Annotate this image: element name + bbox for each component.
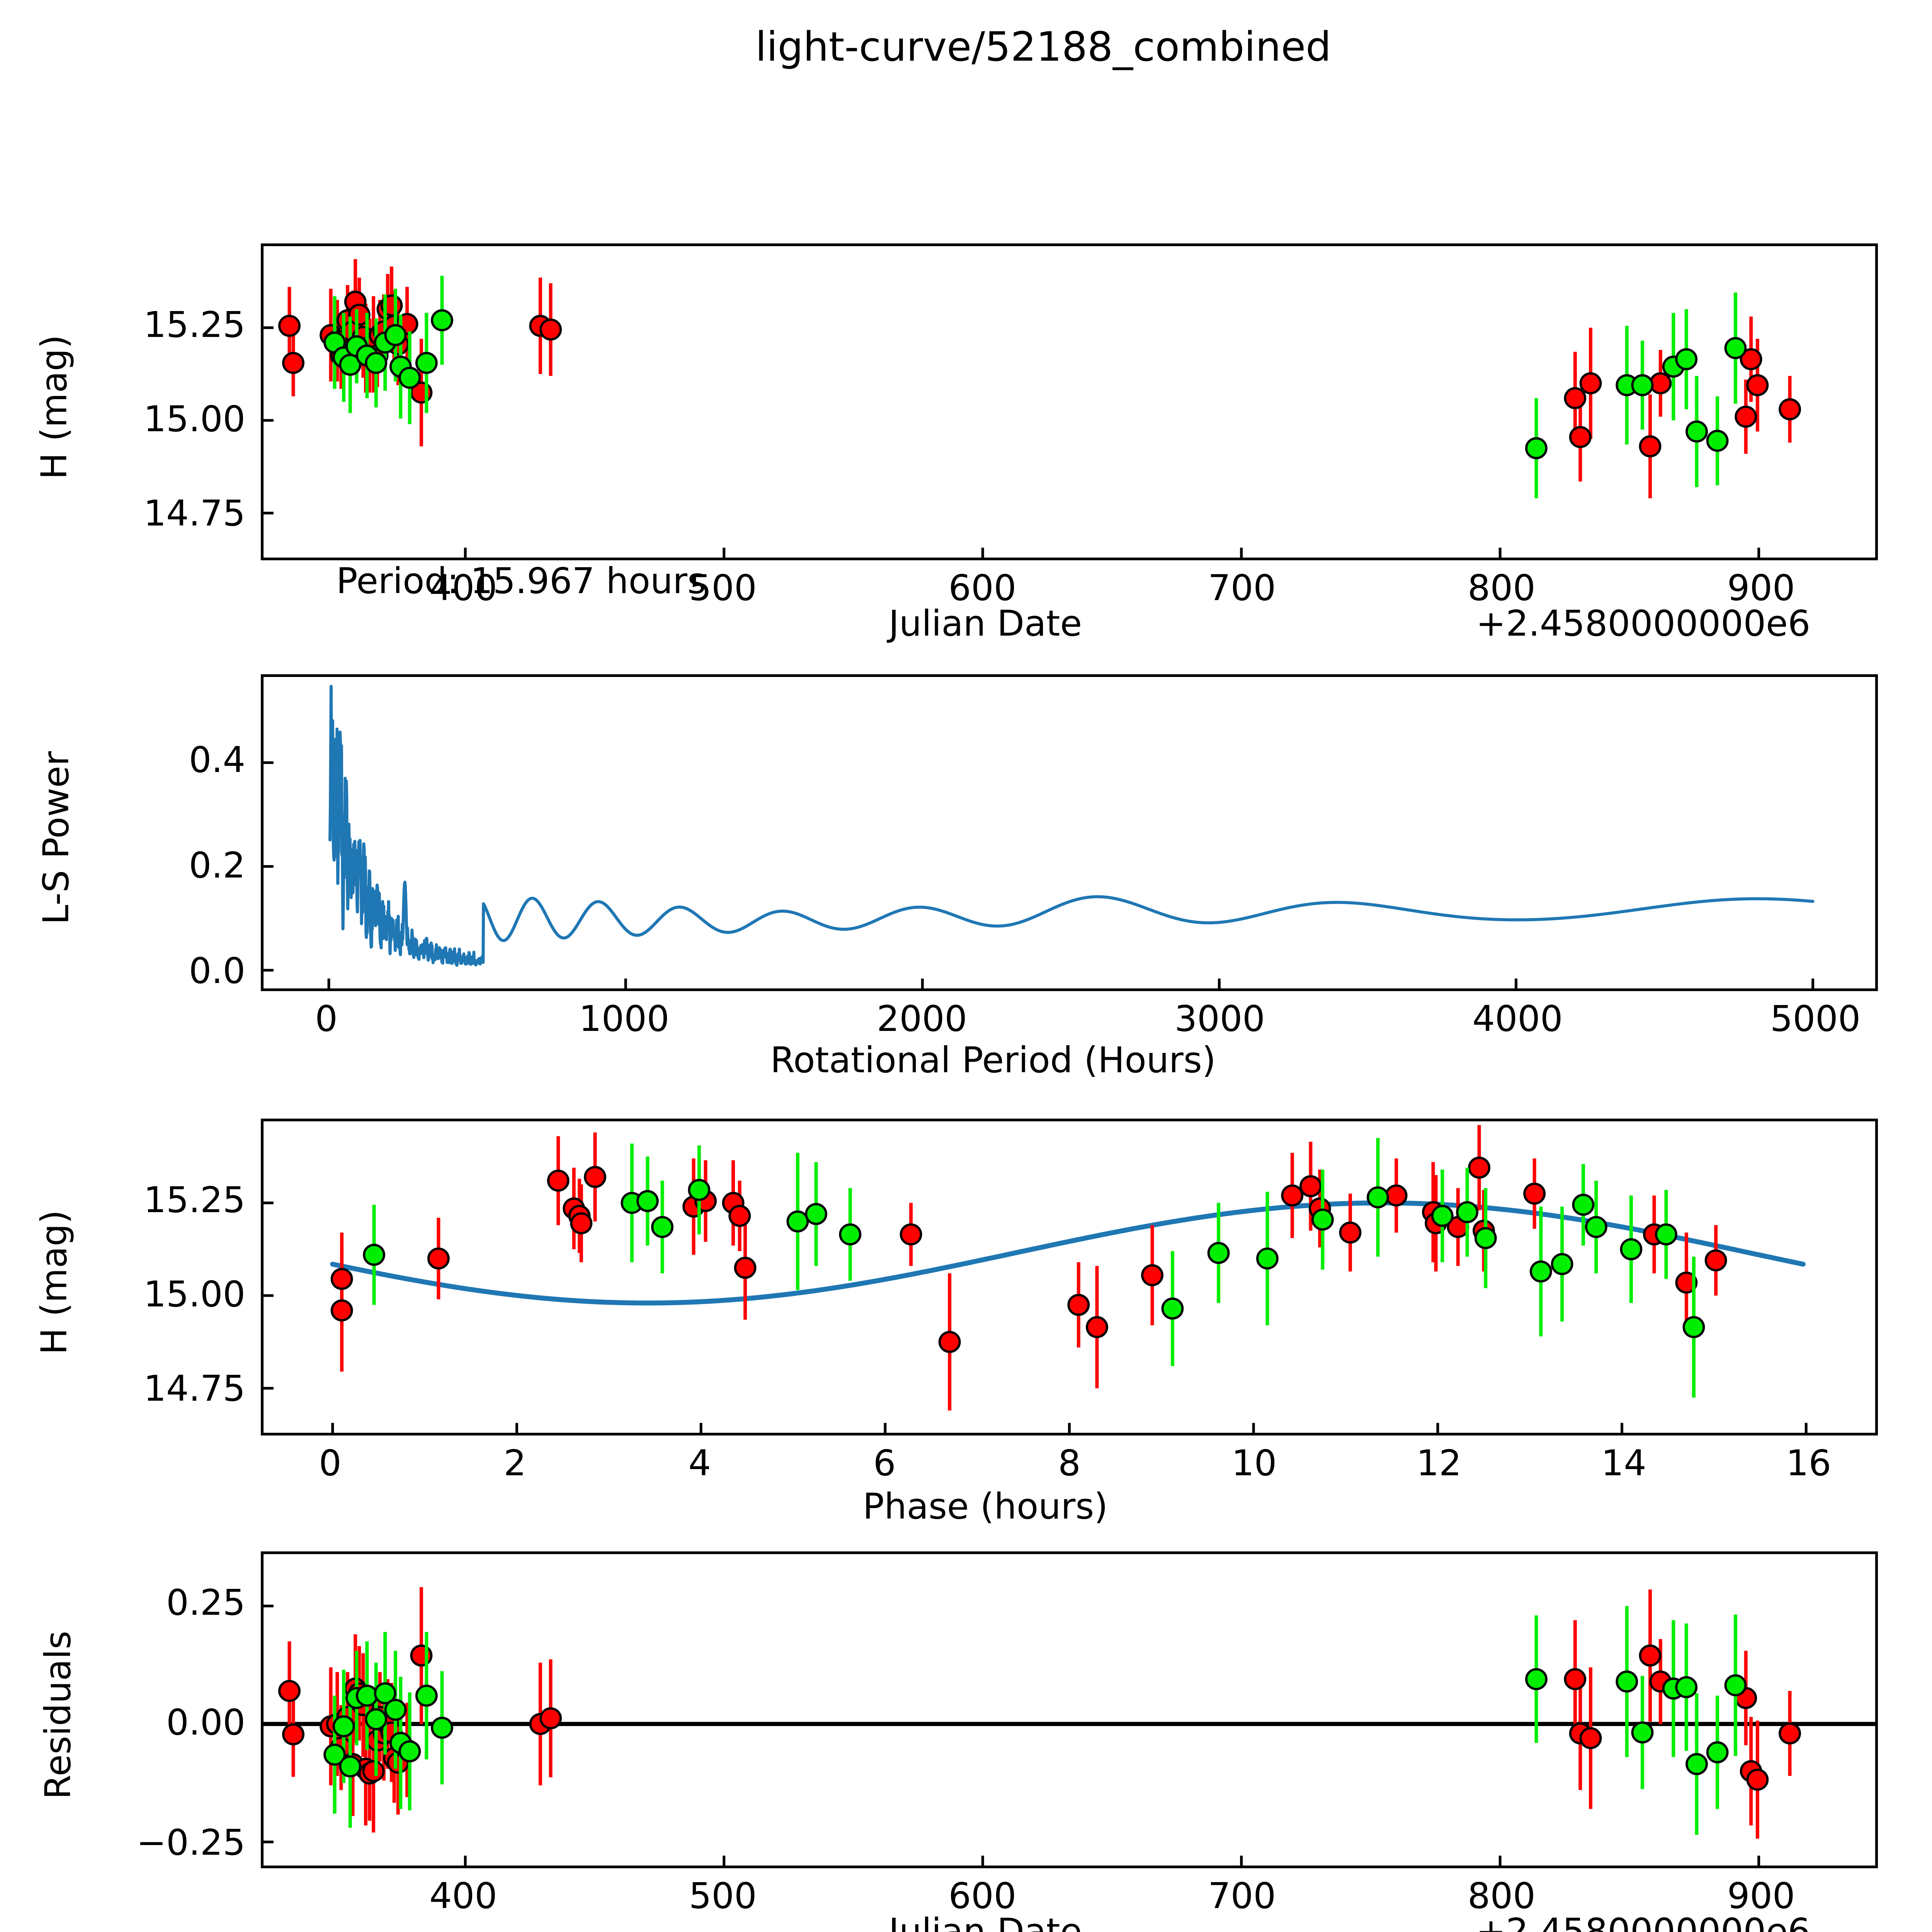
lightcurve-ytick-14.75: 14.75 bbox=[143, 492, 245, 534]
phasefold-xtick-10: 10 bbox=[1231, 1442, 1277, 1484]
phasefold-xtick-12: 12 bbox=[1416, 1442, 1462, 1484]
lightcurve-xtick-600: 600 bbox=[948, 567, 1017, 609]
periodogram-xtick-0: 0 bbox=[315, 998, 338, 1039]
phasefold-xtick-4: 4 bbox=[688, 1442, 711, 1484]
residuals-xtick-500: 500 bbox=[689, 1875, 757, 1917]
residuals-xtick-700: 700 bbox=[1208, 1875, 1276, 1917]
lightcurve-plot-area bbox=[264, 259, 1801, 558]
phasefold-xlabel: Phase (hours) bbox=[862, 1486, 1108, 1527]
axis-ticks bbox=[264, 1604, 1760, 1866]
lightcurve-xtick-800: 800 bbox=[1468, 567, 1536, 609]
phasefold-xtick-2: 2 bbox=[503, 1442, 526, 1484]
phasefold-xtick-16: 16 bbox=[1786, 1442, 1832, 1484]
lightcurve-ytick-15.00: 15.00 bbox=[143, 398, 245, 440]
phasefold-ytick-15.00: 15.00 bbox=[143, 1273, 245, 1315]
phasefold-ytick-14.75: 14.75 bbox=[143, 1367, 245, 1409]
periodogram-ytick-0.4: 0.4 bbox=[189, 739, 245, 781]
phasefold-xtick-8: 8 bbox=[1058, 1442, 1081, 1484]
phasefold-ytick-15.25: 15.25 bbox=[143, 1179, 245, 1221]
periodogram-xtick-3000: 3000 bbox=[1174, 998, 1265, 1039]
axis-ticks bbox=[264, 761, 1815, 988]
periodogram-plot-area bbox=[264, 685, 1815, 988]
series-red bbox=[278, 259, 1801, 498]
panel-phasefold bbox=[261, 1119, 1878, 1435]
residuals-xtick-800: 800 bbox=[1468, 1875, 1536, 1917]
residuals-ytick-0.00: 0.00 bbox=[166, 1702, 245, 1743]
series-green bbox=[363, 1138, 1705, 1398]
periodogram-ylabel: L-S Power bbox=[35, 751, 77, 925]
periodogram-xtick-2000: 2000 bbox=[876, 998, 968, 1039]
periodogram-xlabel: Rotational Period (Hours) bbox=[770, 1039, 1216, 1081]
periodogram-xtick-4000: 4000 bbox=[1472, 998, 1563, 1039]
periodogram-trace bbox=[328, 685, 1815, 967]
series-green bbox=[323, 1606, 1747, 1835]
lightcurve-xtick-500: 500 bbox=[689, 567, 757, 609]
sinusoid-fit-line bbox=[330, 1200, 1806, 1306]
panel-lightcurve bbox=[261, 243, 1878, 560]
axis-ticks bbox=[264, 1201, 1808, 1433]
phasefold-xtick-14: 14 bbox=[1601, 1442, 1646, 1484]
lightcurve-ytick-15.25: 15.25 bbox=[143, 304, 245, 345]
lightcurve-xtick-400: 400 bbox=[429, 567, 497, 609]
residuals-offset-text: +2.4580000000e6 bbox=[1476, 1911, 1811, 1932]
periodogram-xtick-1000: 1000 bbox=[579, 998, 670, 1039]
period-annotation: Period: 15.967 hours bbox=[336, 560, 706, 602]
residuals-xtick-600: 600 bbox=[948, 1875, 1017, 1917]
residuals-xlabel: Julian Date bbox=[888, 1911, 1082, 1932]
periodogram-xtick-5000: 5000 bbox=[1770, 998, 1861, 1039]
figure-title: light-curve/52188_combined bbox=[755, 23, 1332, 70]
residuals-ytick--0.25: −0.25 bbox=[136, 1821, 245, 1863]
residuals-xtick-400: 400 bbox=[429, 1875, 497, 1917]
axis-ticks bbox=[264, 326, 1760, 558]
lightcurve-xtick-900: 900 bbox=[1727, 567, 1795, 609]
series-red bbox=[278, 1587, 1801, 1839]
series-green bbox=[323, 276, 1747, 498]
lightcurve-offset-text: +2.4580000000e6 bbox=[1476, 603, 1811, 644]
phasefold-xtick-0: 0 bbox=[319, 1442, 342, 1484]
series-red bbox=[330, 1125, 1727, 1411]
residuals-plot-area bbox=[264, 1587, 1875, 1866]
lightcurve-xtick-700: 700 bbox=[1208, 567, 1276, 609]
panel-periodogram bbox=[261, 674, 1878, 991]
residuals-ytick-0.25: 0.25 bbox=[166, 1582, 245, 1623]
periodogram-ytick-0.2: 0.2 bbox=[189, 844, 245, 886]
panel-residuals bbox=[261, 1551, 1878, 1868]
periodogram-ytick-0.0: 0.0 bbox=[189, 950, 245, 992]
phasefold-plot-area bbox=[264, 1125, 1808, 1433]
phasefold-xtick-6: 6 bbox=[873, 1442, 896, 1484]
residuals-xtick-900: 900 bbox=[1727, 1875, 1795, 1917]
lightcurve-xlabel: Julian Date bbox=[888, 603, 1082, 644]
